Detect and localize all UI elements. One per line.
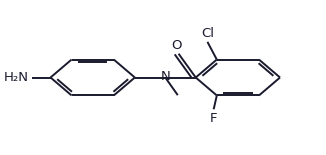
Text: Cl: Cl [201, 27, 214, 40]
Text: O: O [172, 39, 182, 52]
Text: F: F [210, 112, 217, 125]
Text: H₂N: H₂N [4, 71, 29, 84]
Text: N: N [160, 70, 170, 83]
